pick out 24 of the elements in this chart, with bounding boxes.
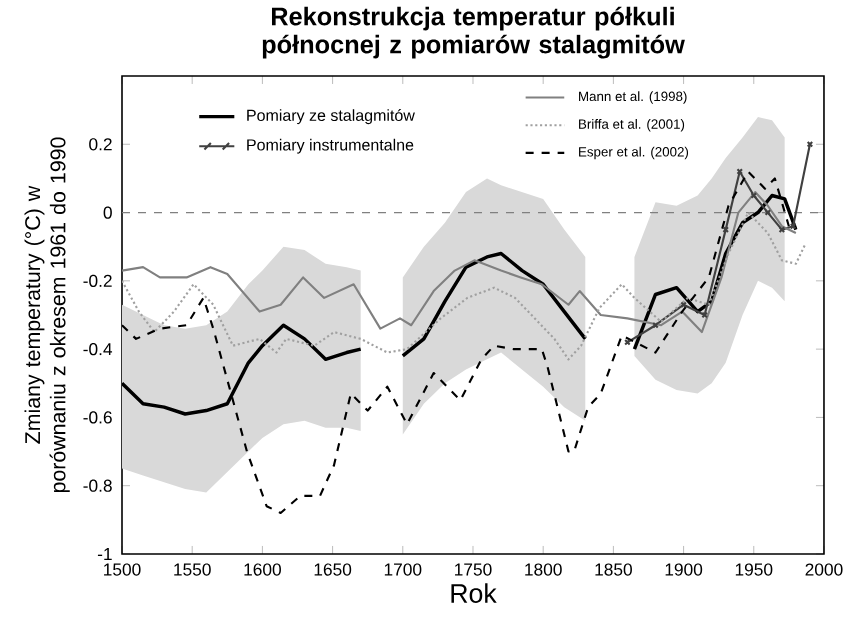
y-axis-title: Zmiany temperatury (°C) w porównaniu z okresem 1961 do 1990	[24, 137, 70, 493]
x-tick-label: 1750	[455, 563, 492, 576]
y-tick-label: -0.2	[83, 274, 112, 287]
x-tick-label: 1800	[525, 563, 562, 576]
x-tick-label: 1550	[174, 563, 211, 576]
legend-label: Pomiary ze stalagmitów	[247, 109, 415, 125]
y-tick-label: 0	[103, 206, 112, 219]
legend-label: Pomiary instrumentalne	[247, 138, 414, 154]
x-tick-label: 1900	[665, 563, 703, 576]
y-tick-label: -0.8	[83, 479, 112, 492]
x-tick-label: 1600	[244, 563, 281, 576]
y-tick-label: -0.6	[83, 411, 112, 424]
x-tick-label: 1950	[735, 563, 773, 576]
x-tick-label: 1700	[384, 563, 422, 576]
x-axis-title: Rok	[451, 583, 497, 603]
x-tick-label: 1500	[104, 563, 141, 576]
chart-title: Rekonstrukcja temperatur półkuli północnej z pomiarów stalagmitów	[262, 6, 685, 59]
y-tick-label: 0.2	[89, 138, 112, 151]
x-tick-label: 1850	[595, 563, 632, 576]
x-tick-label: 1650	[314, 563, 352, 576]
y-tick-label: -1	[97, 548, 112, 560]
x-tick-label: 2000	[805, 563, 843, 576]
y-tick-label: -0.4	[83, 343, 113, 356]
line-series	[122, 211, 807, 361]
